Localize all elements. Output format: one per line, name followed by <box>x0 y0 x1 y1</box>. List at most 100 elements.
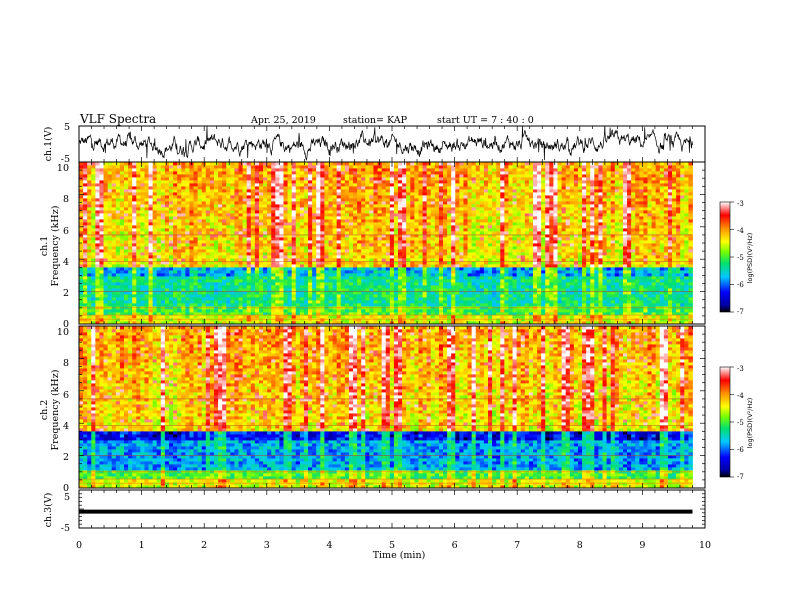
spectrogram-cell <box>508 312 513 316</box>
spectrogram-cell <box>684 246 689 250</box>
spectrogram-cell <box>549 288 554 292</box>
spectrogram-cell <box>115 300 121 304</box>
spectrogram-cell <box>541 312 546 316</box>
spectrogram-cell <box>447 246 452 250</box>
spectrogram-cell <box>430 294 436 298</box>
spectrogram-cell <box>152 321 158 325</box>
spectrogram-cell <box>209 246 215 250</box>
spectrogram-cell <box>258 300 264 304</box>
spectrogram-cell <box>577 279 583 283</box>
spectrogram-cell <box>524 237 530 241</box>
spectrogram-cell <box>447 294 452 298</box>
spectrogram-cell <box>475 237 481 241</box>
spectrogram-cell <box>287 285 293 289</box>
spectrogram-cell <box>451 249 456 253</box>
spectrogram-cell <box>332 309 338 313</box>
spectrogram-cell <box>479 309 485 313</box>
spectrogram-cell <box>230 291 235 295</box>
spectrogram-cell <box>95 273 100 277</box>
spectrogram-cell <box>438 288 444 292</box>
spectrogram-cell <box>209 225 215 229</box>
spectrogram-cell <box>332 270 338 274</box>
spectrogram-cell <box>123 294 129 298</box>
spectrogram-cell <box>610 270 616 274</box>
spectrogram-cell <box>295 240 301 244</box>
spectrogram-cell <box>152 246 158 250</box>
spectrogram-cell <box>222 240 227 244</box>
spectrogram-cell <box>168 258 174 262</box>
spectrogram-cell <box>140 246 145 250</box>
spectrogram-cell <box>537 255 542 259</box>
spectrogram-cell <box>414 267 419 271</box>
spectrogram-cell <box>463 273 468 277</box>
spectrogram-cell <box>385 312 391 316</box>
spectrogram-cell <box>283 273 288 277</box>
spectrogram-cell <box>385 252 391 256</box>
spectrogram-cell <box>631 288 636 292</box>
spectrogram-cell <box>344 294 350 298</box>
spectrogram-cell <box>340 315 346 319</box>
spectrogram-cell <box>271 276 276 280</box>
spectrogram-cell <box>164 279 170 283</box>
spectrogram-cell <box>275 267 280 271</box>
spectrogram-cell <box>684 312 689 316</box>
spectrogram-cell <box>185 285 190 289</box>
spectrogram-cell <box>291 279 297 283</box>
spectrogram-cell <box>557 288 562 292</box>
spectrogram-cell <box>218 261 223 265</box>
spectrogram-cell <box>201 261 207 265</box>
spectrogram-cell <box>115 252 121 256</box>
spectrogram-cell <box>520 243 526 247</box>
spectrogram-cell <box>676 231 681 235</box>
spectrogram-cell <box>328 231 333 235</box>
spectrogram-cell <box>316 291 321 295</box>
spectrogram-cell <box>520 255 526 259</box>
spectrogram-cell <box>487 288 493 292</box>
spectrogram-cell <box>209 291 215 295</box>
spectrogram-cell <box>573 300 579 304</box>
spectrogram-cell <box>263 249 268 253</box>
spectrogram-cell <box>614 270 620 274</box>
spectrogram-cell <box>402 264 407 268</box>
spectrogram-cell <box>532 294 538 298</box>
spectrogram-cell <box>283 282 288 286</box>
spectrogram-cell <box>201 228 207 232</box>
spectrogram-cell <box>320 267 325 271</box>
spectrogram-cell <box>463 282 468 286</box>
spectrogram-cell <box>357 270 362 274</box>
spectrogram-cell <box>160 252 166 256</box>
spectrogram-cell <box>336 261 342 265</box>
spectrogram-cell <box>222 258 227 262</box>
spectrogram-cell <box>426 273 432 277</box>
spectrogram-cell <box>160 249 166 253</box>
spectrogram-cell <box>467 318 473 322</box>
spectrogram-cell <box>418 312 423 316</box>
spectrogram-cell <box>577 309 583 313</box>
spectrogram-cell <box>402 285 407 289</box>
spectrogram-cell <box>246 234 252 238</box>
spectrogram-cell <box>422 297 428 301</box>
spectrogram-cell <box>111 261 117 265</box>
spectrogram-cell <box>663 282 669 286</box>
spectrogram-cell <box>111 303 117 307</box>
spectrogram-cell <box>373 258 378 262</box>
spectrogram-cell <box>181 303 186 307</box>
spectrogram-cell <box>373 270 378 274</box>
spectrogram-cell <box>213 285 219 289</box>
spectrogram-cell <box>393 228 399 232</box>
spectrogram-cell <box>164 294 170 298</box>
spectrogram-cell <box>393 255 399 259</box>
spectrogram-cell <box>234 249 239 253</box>
spectrogram-cell <box>561 264 567 268</box>
spectrogram-cell <box>377 318 383 322</box>
spectrogram-cell <box>291 291 297 295</box>
spectrogram-cell <box>218 297 223 301</box>
spectrogram-cell <box>357 321 362 325</box>
spectrogram-cell <box>414 285 419 289</box>
spectrogram-cell <box>107 261 113 265</box>
spectrogram-cell <box>610 303 616 307</box>
spectrogram-cell <box>667 264 673 268</box>
spectrogram-cell <box>467 258 473 262</box>
spectrogram-cell <box>132 312 137 316</box>
spectrogram-cell <box>242 255 248 259</box>
